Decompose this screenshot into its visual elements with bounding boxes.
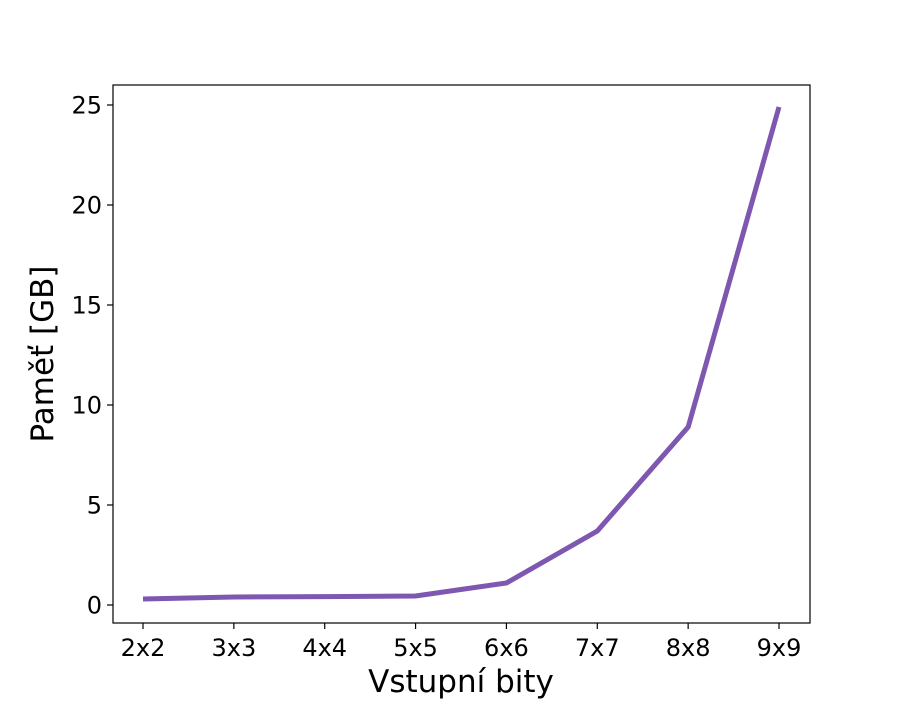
y-tick-label: 25 <box>71 92 102 120</box>
x-tick-label: 9x9 <box>757 634 802 662</box>
y-tick-label: 0 <box>87 592 102 620</box>
x-tick-label: 7x7 <box>575 634 620 662</box>
y-axis-ticks: 0 5 10 15 20 25 <box>71 92 113 620</box>
x-tick-label: 8x8 <box>666 634 711 662</box>
y-tick-label: 20 <box>71 192 102 220</box>
y-tick-label: 5 <box>87 492 102 520</box>
series-line-0 <box>142 106 782 602</box>
x-tick-label: 5x5 <box>393 634 438 662</box>
x-axis-title: Vstupní bity <box>368 664 554 700</box>
x-tick-label: 2x2 <box>121 634 166 662</box>
y-axis-title: Paměť [GB] <box>25 265 61 442</box>
x-tick-label: 6x6 <box>484 634 529 662</box>
series-layer <box>142 106 782 602</box>
x-tick-label: 3x3 <box>211 634 256 662</box>
plot-area-frame <box>112 84 811 624</box>
y-tick-label: 15 <box>71 292 102 320</box>
x-axis-ticks: 2x2 3x3 4x4 5x5 6x6 7x7 8x8 9x9 <box>121 623 802 662</box>
y-tick-label: 10 <box>71 392 102 420</box>
x-tick-label: 4x4 <box>302 634 347 662</box>
